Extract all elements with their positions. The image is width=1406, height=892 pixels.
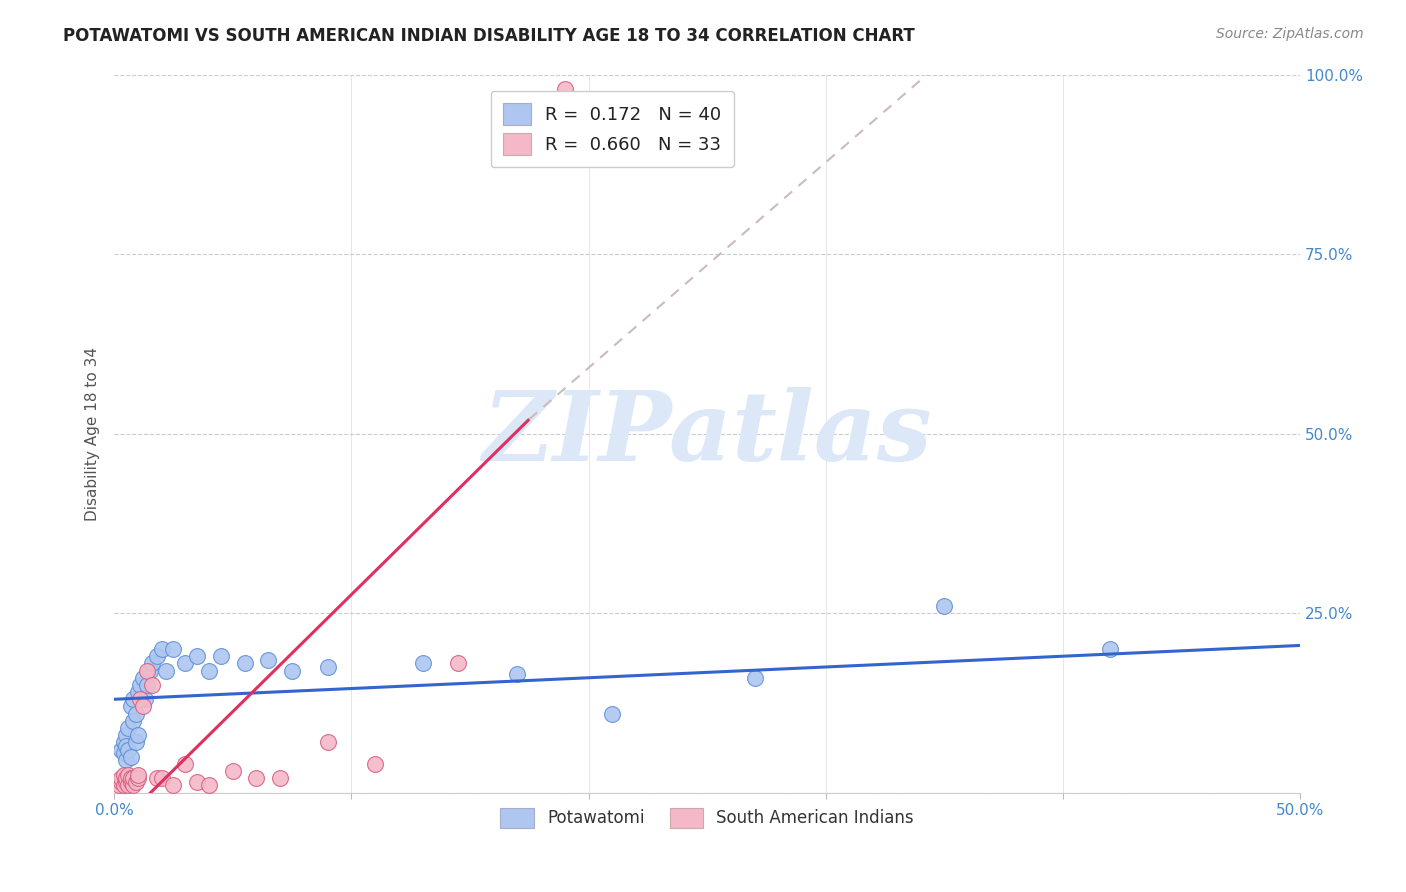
Point — [506, 667, 529, 681]
Point — [1099, 642, 1122, 657]
Point — [108, 779, 131, 793]
Point — [174, 756, 197, 771]
Point — [112, 735, 135, 749]
Point — [124, 775, 146, 789]
Point — [412, 657, 434, 671]
Point — [744, 671, 766, 685]
Point — [117, 767, 139, 781]
Point — [141, 657, 163, 671]
Point — [554, 82, 576, 96]
Point — [141, 678, 163, 692]
Point — [110, 772, 132, 786]
Point — [122, 692, 145, 706]
Point — [209, 649, 232, 664]
Point — [115, 753, 138, 767]
Point — [136, 678, 159, 692]
Point — [134, 692, 156, 706]
Point — [257, 653, 280, 667]
Point — [131, 699, 153, 714]
Point — [122, 714, 145, 728]
Point — [316, 660, 339, 674]
Point — [186, 649, 208, 664]
Point — [122, 779, 145, 793]
Point — [198, 664, 221, 678]
Point — [269, 772, 291, 786]
Point — [162, 642, 184, 657]
Point — [934, 599, 956, 613]
Point — [127, 767, 149, 781]
Point — [122, 772, 145, 786]
Point — [281, 664, 304, 678]
Y-axis label: Disability Age 18 to 34: Disability Age 18 to 34 — [86, 347, 100, 521]
Point — [129, 692, 152, 706]
Point — [117, 742, 139, 756]
Point — [127, 728, 149, 742]
Point — [146, 649, 169, 664]
Point — [110, 775, 132, 789]
Legend: Potawatomi, South American Indians: Potawatomi, South American Indians — [494, 801, 921, 835]
Point — [174, 657, 197, 671]
Point — [120, 699, 142, 714]
Point — [117, 779, 139, 793]
Point — [120, 775, 142, 789]
Text: ZIPatlas: ZIPatlas — [482, 386, 932, 481]
Point — [112, 779, 135, 793]
Point — [124, 735, 146, 749]
Point — [198, 779, 221, 793]
Point — [600, 706, 623, 721]
Point — [117, 721, 139, 735]
Point — [146, 772, 169, 786]
Point — [245, 772, 267, 786]
Point — [150, 642, 173, 657]
Point — [112, 746, 135, 760]
Point — [120, 749, 142, 764]
Point — [127, 685, 149, 699]
Point — [186, 775, 208, 789]
Point — [150, 772, 173, 786]
Point — [112, 767, 135, 781]
Point — [139, 664, 162, 678]
Point — [316, 735, 339, 749]
Point — [115, 775, 138, 789]
Text: Source: ZipAtlas.com: Source: ZipAtlas.com — [1216, 27, 1364, 41]
Point — [115, 772, 138, 786]
Point — [115, 739, 138, 753]
Point — [136, 664, 159, 678]
Point — [447, 657, 470, 671]
Point — [110, 742, 132, 756]
Text: POTAWATOMI VS SOUTH AMERICAN INDIAN DISABILITY AGE 18 TO 34 CORRELATION CHART: POTAWATOMI VS SOUTH AMERICAN INDIAN DISA… — [63, 27, 915, 45]
Point — [129, 678, 152, 692]
Point — [120, 772, 142, 786]
Point — [115, 728, 138, 742]
Point — [162, 779, 184, 793]
Point — [155, 664, 177, 678]
Point — [131, 671, 153, 685]
Point — [124, 706, 146, 721]
Point — [233, 657, 256, 671]
Point — [364, 756, 387, 771]
Point — [222, 764, 245, 778]
Point — [127, 772, 149, 786]
